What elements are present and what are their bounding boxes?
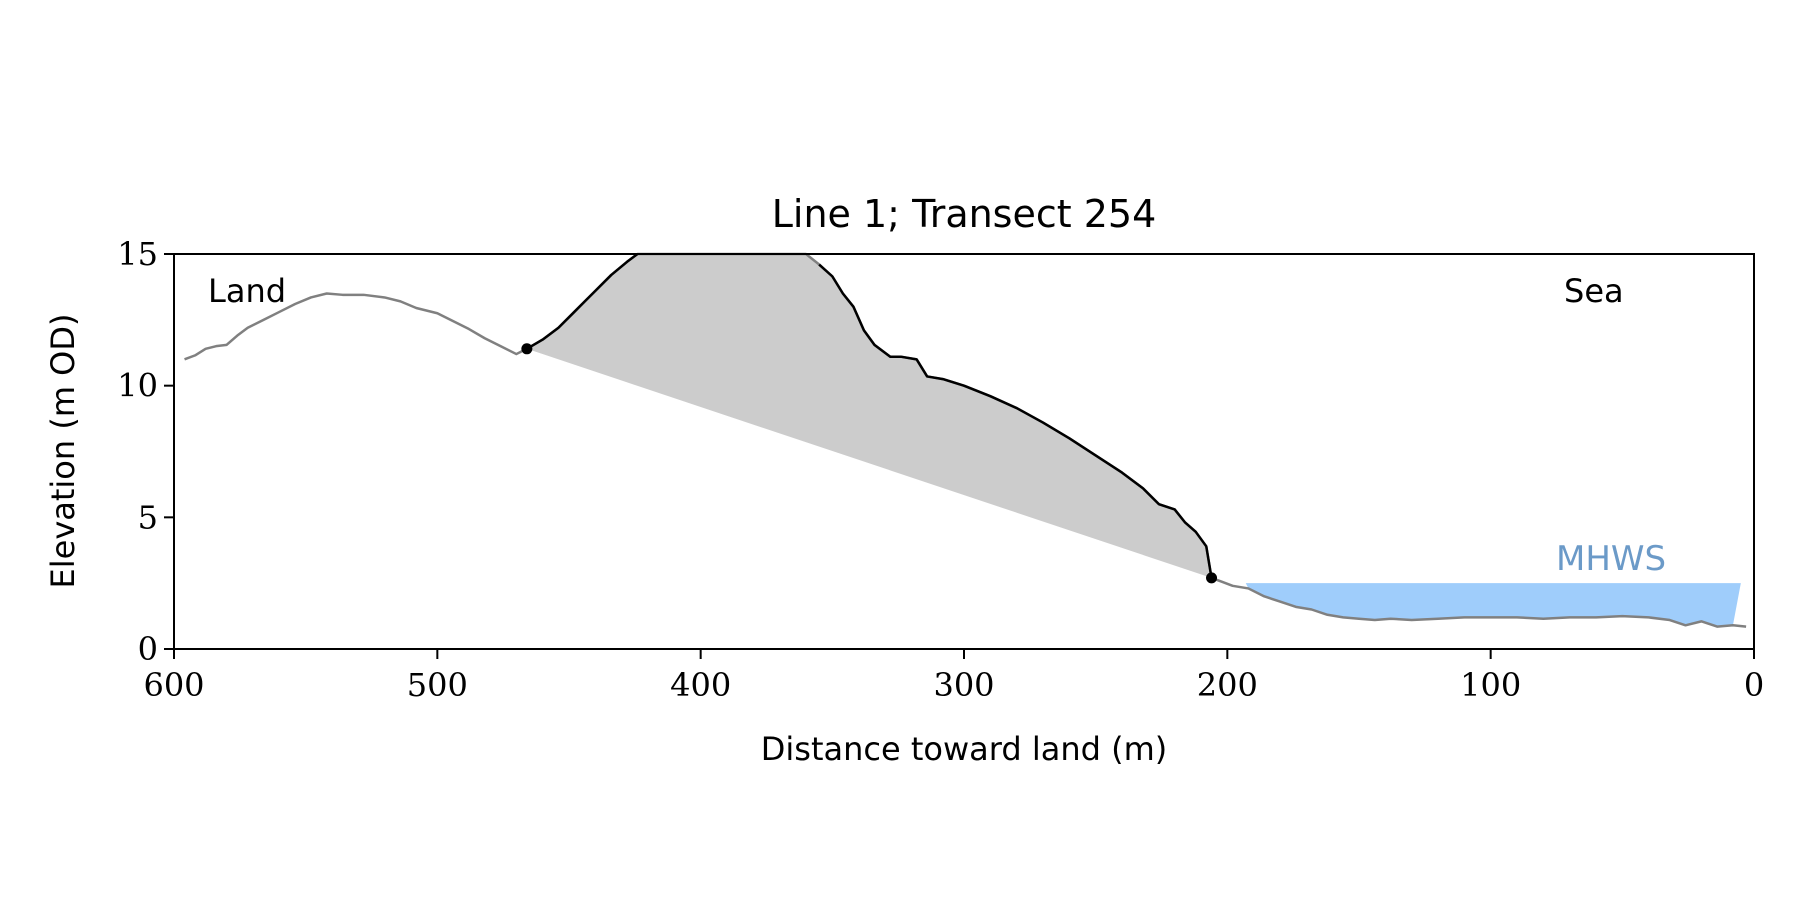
profile-marker-1 [521,343,533,355]
y-tick-label: 5 [138,498,158,536]
chart-title: Line 1; Transect 254 [772,192,1157,236]
y-tick-label: 10 [117,367,158,405]
y-tick-label: 15 [117,235,158,273]
x-tick-label: 300 [933,666,994,704]
x-tick-label: 600 [143,666,204,704]
x-tick-label: 500 [407,666,468,704]
x-tick-label: 100 [1460,666,1521,704]
removed-volume-fill [526,254,1212,578]
x-axis-ticks: 600 500 400 300 200 100 0 [143,649,1764,704]
plot-markers [521,343,1218,584]
y-axis-ticks: 0 5 10 15 [117,235,174,668]
highlight-segment-2 [818,263,1213,579]
highlight-segment-1 [526,252,639,350]
x-tick-label: 0 [1744,666,1764,704]
y-axis-label: Elevation (m OD) [44,314,82,589]
y-tick-label: 0 [138,630,158,668]
x-axis-label: Distance toward land (m) [761,730,1167,768]
x-tick-label: 200 [1197,666,1258,704]
profile-marker-2 [1206,572,1218,584]
x-tick-label: 400 [670,666,731,704]
land-annotation: Land [208,272,286,310]
sea-annotation: Sea [1564,272,1624,310]
plot-lines [184,252,1747,628]
mhws-label: MHWS [1556,539,1666,579]
